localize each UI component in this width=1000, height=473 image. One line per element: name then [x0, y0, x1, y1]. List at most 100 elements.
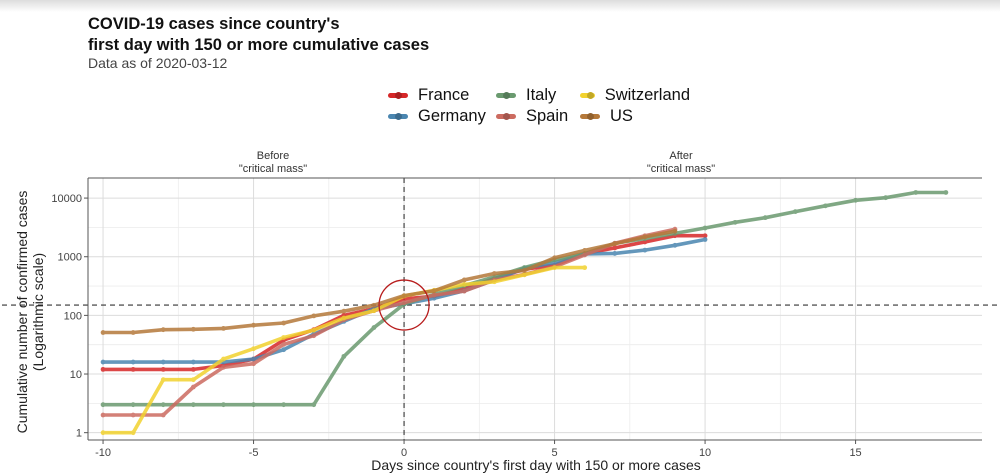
data-point-us [341, 308, 347, 314]
y-axis-title-line2: (Logarithmic scale) [30, 253, 46, 371]
data-point-germany [642, 247, 648, 253]
y-tick-label: 100 [64, 310, 82, 322]
data-point-switzerland [341, 315, 347, 321]
series-line-italy [101, 190, 948, 407]
data-point-germany [702, 237, 708, 242]
series-us [100, 228, 678, 335]
data-point-switzerland [311, 327, 317, 333]
data-point-us [401, 293, 407, 299]
data-point-us [100, 330, 106, 335]
x-tick-label: 15 [849, 447, 861, 459]
reference-lines [2, 178, 998, 440]
data-point-us [160, 327, 166, 333]
data-point-spain [221, 364, 226, 370]
data-point-spain [431, 292, 437, 298]
x-tick-label: -10 [95, 447, 111, 459]
y-axis-title-line1: Cumulative number of confirmed cases [14, 191, 30, 434]
y-tick-label: 10000 [51, 193, 82, 205]
data-point-spain [281, 341, 287, 347]
data-point-italy [221, 402, 226, 408]
data-point-france [130, 366, 136, 372]
data-point-italy [100, 402, 106, 408]
data-point-us [431, 288, 437, 294]
data-point-spain [160, 412, 166, 418]
chart-title: COVID-19 cases since country's first day… [88, 15, 430, 54]
data-point-switzerland [160, 377, 166, 383]
series-switzerland [100, 265, 588, 436]
legend-item-germany: Germany [388, 107, 496, 126]
legend-label-italy: Italy [526, 86, 557, 104]
data-point-spain [100, 412, 106, 418]
data-point-us [251, 322, 256, 328]
series-line-us [101, 229, 677, 335]
series-line-spain [101, 227, 677, 417]
data-point-italy [913, 190, 919, 195]
data-point-switzerland [371, 308, 377, 314]
data-point-us [642, 234, 648, 240]
data-point-switzerland [461, 282, 467, 287]
data-point-italy [732, 219, 738, 225]
data-point-germany [130, 359, 136, 365]
legend-swatch-switzerland [580, 93, 595, 98]
data-point-france [702, 233, 708, 239]
data-point-us [130, 330, 136, 335]
data-point-italy [160, 402, 166, 408]
data-point-us [371, 302, 377, 308]
data-point-us [281, 320, 287, 326]
data-point-switzerland [491, 279, 497, 285]
legend-swatch-us [580, 114, 600, 119]
legend-swatch-spain [496, 114, 516, 119]
x-tick-label: -5 [249, 447, 259, 459]
data-point-spain [251, 361, 256, 367]
data-point-italy [823, 203, 828, 209]
data-point-italy [792, 209, 798, 214]
data-point-france [190, 366, 196, 372]
data-point-switzerland [552, 265, 557, 271]
data-point-spain [582, 252, 588, 258]
legend-item-france: France [388, 86, 496, 105]
data-point-italy [762, 215, 768, 221]
data-point-italy [943, 190, 949, 195]
data-point-switzerland [221, 356, 226, 362]
data-point-spain [130, 412, 136, 418]
data-point-us [190, 326, 196, 332]
x-axis-title: Days since country's first day with 150 … [371, 457, 700, 473]
highlight-circle [378, 279, 430, 331]
data-point-germany [160, 359, 166, 365]
y-tick-label: 1 [76, 428, 82, 440]
data-point-spain [461, 288, 467, 294]
x-tick-label: 0 [401, 447, 407, 459]
data-point-us [522, 268, 527, 273]
axes: -10 -5 0 5 10 15 1 10 100 1000 10000 [51, 177, 982, 459]
data-point-germany [672, 242, 678, 248]
data-point-italy [281, 402, 287, 408]
data-point-switzerland [281, 335, 287, 340]
legend-item-us: US [580, 107, 690, 126]
data-point-italy [883, 195, 889, 201]
legend-swatch-italy [496, 93, 516, 98]
data-point-france [160, 366, 166, 372]
annotation-after-line1: After [669, 150, 693, 162]
chart-subtitle: Data as of 2020-03-12 [88, 55, 228, 71]
data-point-germany [612, 251, 618, 256]
legend-item-spain: Spain [496, 107, 580, 126]
y-tick-label: 1000 [58, 252, 82, 264]
data-point-us [461, 277, 467, 283]
data-point-switzerland [582, 265, 588, 271]
data-point-italy [130, 402, 136, 408]
legend-label-france: France [418, 86, 470, 104]
data-point-us [491, 271, 497, 276]
data-point-us [612, 241, 618, 247]
series-layer [100, 190, 949, 436]
legend-label-germany: Germany [418, 107, 486, 125]
data-point-spain [401, 300, 407, 306]
legend-label-us: US [610, 107, 633, 125]
data-point-germany [190, 359, 196, 365]
y-tick-label: 10 [70, 369, 82, 381]
legend-swatch-germany [388, 114, 408, 119]
data-point-spain [190, 384, 196, 390]
data-point-france [612, 245, 618, 251]
data-point-switzerland [130, 430, 136, 436]
